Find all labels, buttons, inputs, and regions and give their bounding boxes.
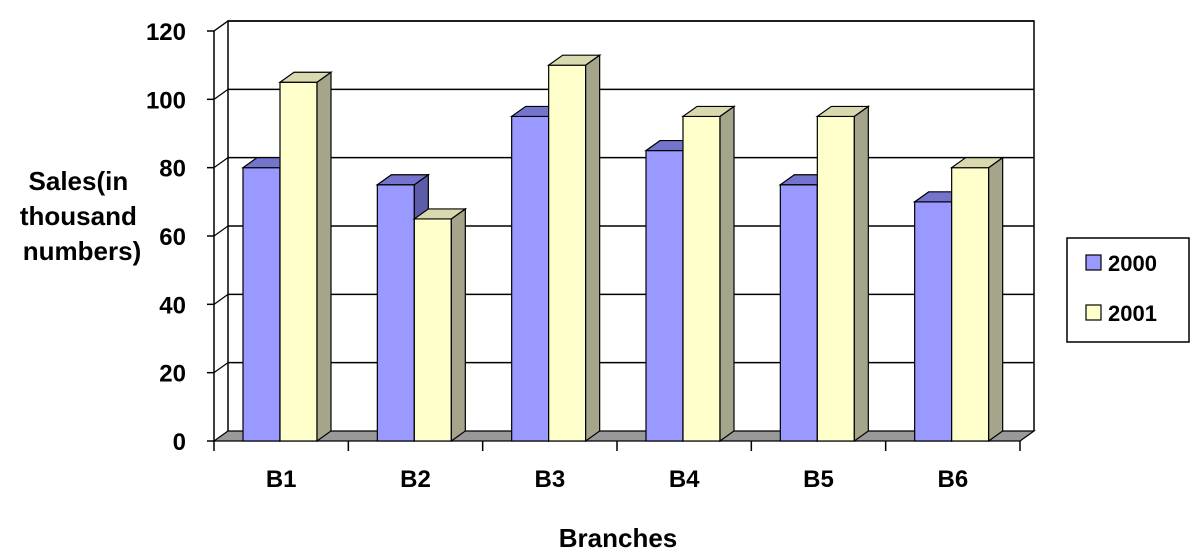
x-tick-label: B6 [937, 466, 968, 493]
gridline [213, 88, 229, 100]
x-tick-label: B5 [803, 466, 834, 493]
y-tick-label: 120 [146, 19, 186, 46]
bar-top [546, 54, 602, 66]
bar [681, 105, 736, 443]
bar-front [914, 201, 953, 442]
legend-label: 2000 [1108, 251, 1157, 276]
bar-front [682, 115, 721, 442]
gridline [213, 157, 229, 169]
legend: 2000 2001 [1066, 237, 1190, 343]
floor-plane [212, 430, 1036, 442]
y-axis-title-line: Sales(in [29, 166, 129, 196]
bar-front [511, 115, 550, 442]
legend-swatch [1085, 304, 1102, 321]
x-tick-labels: B1 B2 B3 B4 B5 B6 [266, 466, 968, 493]
bar [949, 156, 1005, 443]
gridline [213, 225, 229, 237]
bar [278, 71, 333, 443]
bar-front [951, 167, 990, 442]
bar-front [279, 81, 318, 442]
bar-front [645, 149, 684, 442]
gridline [213, 293, 229, 305]
chart-floor [212, 430, 1036, 442]
y-tick-label: 100 [146, 87, 186, 114]
gridline [213, 362, 229, 374]
bar-top [815, 105, 871, 118]
wall-outline [227, 20, 1035, 431]
y-tick-label: 60 [159, 224, 186, 251]
bar-top [681, 105, 736, 118]
y-axis-title: Sales(in thousand numbers) [20, 166, 144, 266]
bar [815, 105, 871, 443]
y-axis-title-line: thousand [20, 201, 137, 231]
bar-side [585, 54, 601, 443]
axes [207, 20, 1035, 451]
y-tick-label: 20 [159, 361, 186, 388]
y-tick-label: 80 [159, 156, 186, 183]
bar-front [779, 184, 818, 442]
x-tick-label: B2 [400, 466, 431, 493]
bar-top [278, 71, 333, 83]
bar-top [375, 174, 431, 186]
x-tick-label: B3 [534, 466, 565, 493]
x-axis-title: Branches [559, 523, 678, 553]
bar-top [949, 157, 1005, 169]
bar-front [413, 218, 452, 442]
bars [241, 54, 1005, 443]
bar-front [816, 115, 855, 442]
x-tick-label: B4 [669, 466, 700, 493]
bar [546, 54, 602, 443]
legend-swatch [1085, 254, 1102, 271]
bar-side [853, 105, 869, 443]
y-tick-labels: 0 20 40 60 80 100 120 [146, 19, 186, 456]
bar-side [988, 156, 1004, 443]
legend-label: 2001 [1108, 301, 1157, 326]
y-axis-title-line: numbers) [23, 236, 141, 266]
bar [412, 207, 468, 443]
bar-front [242, 167, 281, 442]
y-axis-top-edge [213, 20, 229, 32]
bar-side [450, 207, 466, 443]
x-tick-label: B1 [266, 466, 297, 493]
y-tick-label: 0 [173, 429, 186, 456]
bar-front [376, 184, 415, 442]
bar-top [412, 208, 468, 220]
bar-side [316, 71, 332, 443]
bar-front [548, 64, 587, 442]
bar-side [719, 105, 735, 443]
y-tick-label: 40 [159, 292, 186, 319]
